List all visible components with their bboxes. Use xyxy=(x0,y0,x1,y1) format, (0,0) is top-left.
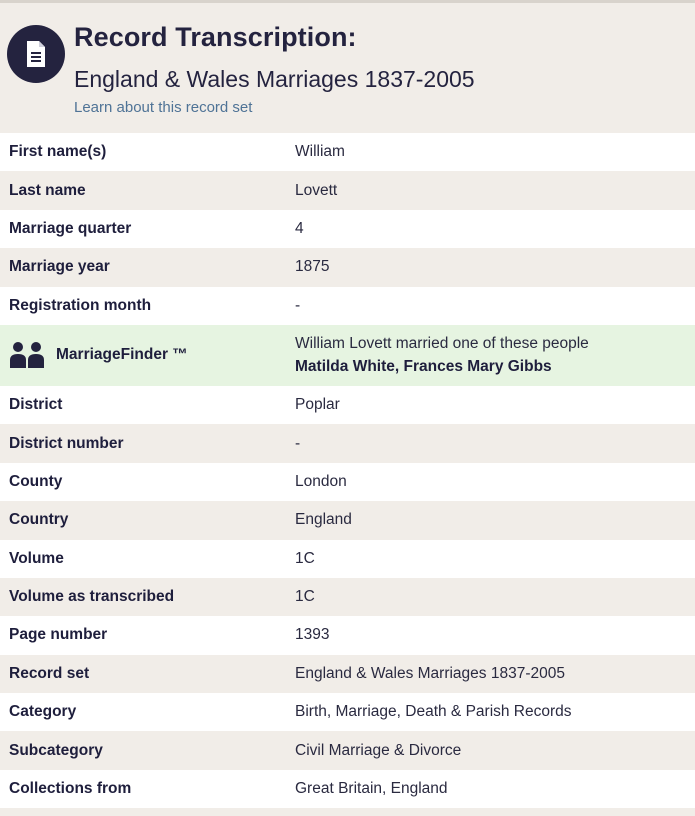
marriage-finder-title: MarriageFinder ™ xyxy=(56,346,188,364)
field-value: England & Wales Marriages 1837-2005 xyxy=(295,664,565,682)
table-row: Last name Lovett xyxy=(0,171,695,210)
field-value: 1C xyxy=(295,549,315,567)
field-value: Birth, Marriage, Death & Parish Records xyxy=(295,703,572,721)
field-label: Page number xyxy=(9,626,108,644)
marriage-finder-text: William Lovett married one of these peop… xyxy=(295,335,589,353)
page-title: Record Transcription: xyxy=(74,22,357,52)
field-label: Volume as transcribed xyxy=(9,588,175,606)
field-value: 1393 xyxy=(295,626,330,644)
field-value: 4 xyxy=(295,219,304,237)
table-row: Record set England & Wales Marriages 183… xyxy=(0,654,695,694)
table-row: First name(s) William xyxy=(0,133,695,172)
field-value: Civil Marriage & Divorce xyxy=(295,741,462,759)
marriage-finder-value: William Lovett married one of these peop… xyxy=(295,332,695,378)
transcription-table-continued: District Poplar District number - County… xyxy=(0,385,695,809)
field-value: England xyxy=(295,511,352,529)
field-value: - xyxy=(295,296,301,314)
record-header: Record Transcription: England & Wales Ma… xyxy=(0,3,695,133)
field-label: Collections from xyxy=(9,780,132,798)
record-set-subtitle: England & Wales Marriages 1837-2005 xyxy=(74,66,475,92)
field-label: Registration month xyxy=(9,296,152,314)
table-row: Category Birth, Marriage, Death & Parish… xyxy=(0,693,695,732)
transcription-table: First name(s) William Last name Lovett M… xyxy=(0,133,695,386)
learn-about-record-set-link[interactable]: Learn about this record set xyxy=(74,99,253,116)
marriage-finder-label: MarriageFinder ™ xyxy=(0,340,295,370)
table-row: Volume 1C xyxy=(0,539,695,578)
field-label: Volume xyxy=(9,549,64,567)
field-label: Subcategory xyxy=(9,741,103,759)
field-value: Lovett xyxy=(295,181,338,199)
spouse-candidates[interactable]: Matilda White, Frances Mary Gibbs xyxy=(295,358,552,376)
marriage-finder-row: MarriageFinder ™ William Lovett married … xyxy=(0,324,695,386)
field-label: Marriage year xyxy=(9,258,110,276)
field-label: First name(s) xyxy=(9,143,107,161)
people-icon xyxy=(10,342,44,369)
table-row: District Poplar xyxy=(0,385,695,425)
table-row: Collections from Great Britain, England xyxy=(0,769,695,809)
table-row: Country England xyxy=(0,501,695,540)
table-row: Marriage year 1875 xyxy=(0,248,695,287)
table-row: Registration month - xyxy=(0,286,695,325)
field-value: Great Britain, England xyxy=(295,780,448,798)
field-label: Last name xyxy=(9,181,86,199)
document-icon xyxy=(7,25,65,83)
field-label: Country xyxy=(9,511,69,529)
table-row: Subcategory Civil Marriage & Divorce xyxy=(0,731,695,770)
field-label: Record set xyxy=(9,664,90,682)
table-row: Marriage quarter 4 xyxy=(0,209,695,249)
field-label: Marriage quarter xyxy=(9,219,132,237)
field-label: District number xyxy=(9,434,124,452)
field-value: William xyxy=(295,143,345,161)
top-border xyxy=(0,0,695,3)
field-value: London xyxy=(295,472,347,490)
field-label: Category xyxy=(9,703,77,721)
field-label: District xyxy=(9,396,63,414)
table-row: Page number 1393 xyxy=(0,616,695,655)
field-value: Poplar xyxy=(295,396,340,414)
table-row: County London xyxy=(0,462,695,502)
bottom-strip xyxy=(0,808,695,816)
table-row: Volume as transcribed 1C xyxy=(0,577,695,617)
field-value: 1C xyxy=(295,588,315,606)
field-value: - xyxy=(295,434,301,452)
field-label: County xyxy=(9,472,63,490)
table-row: District number - xyxy=(0,424,695,463)
field-value: 1875 xyxy=(295,258,330,276)
